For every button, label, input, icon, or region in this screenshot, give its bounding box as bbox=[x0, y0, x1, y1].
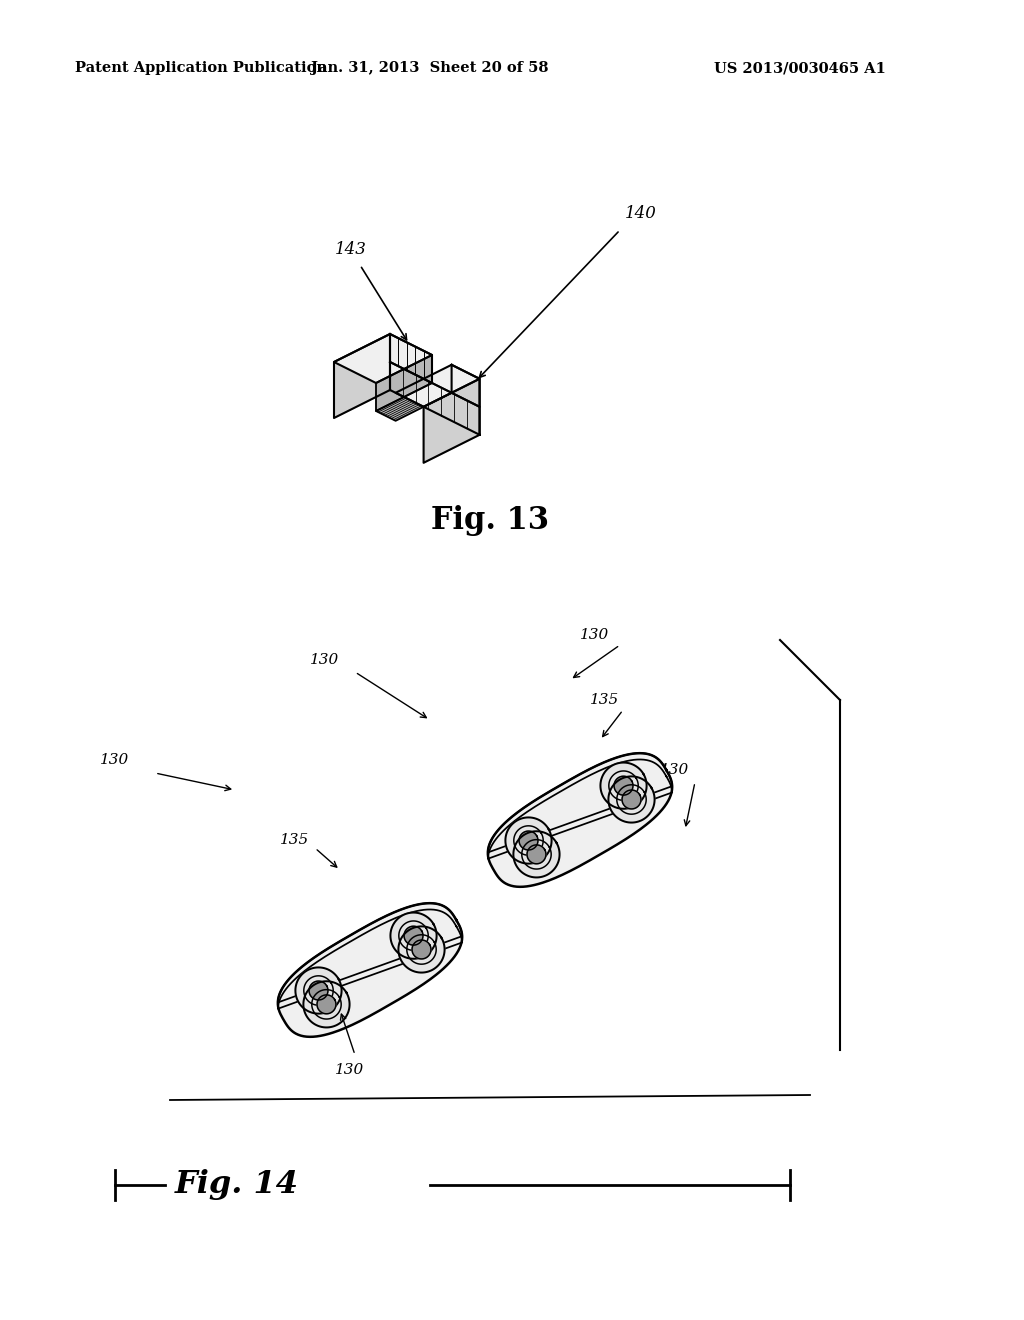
Text: 130: 130 bbox=[100, 752, 129, 767]
Polygon shape bbox=[376, 383, 452, 421]
Polygon shape bbox=[412, 940, 431, 958]
Text: 130: 130 bbox=[580, 628, 609, 642]
Text: 130: 130 bbox=[660, 763, 689, 777]
Polygon shape bbox=[390, 362, 479, 434]
Polygon shape bbox=[317, 995, 336, 1014]
Polygon shape bbox=[334, 334, 390, 418]
Polygon shape bbox=[334, 334, 432, 383]
Text: Jan. 31, 2013  Sheet 20 of 58: Jan. 31, 2013 Sheet 20 of 58 bbox=[311, 61, 549, 75]
Text: US 2013/0030465 A1: US 2013/0030465 A1 bbox=[714, 61, 886, 75]
Polygon shape bbox=[295, 968, 342, 1014]
Polygon shape bbox=[303, 981, 349, 1027]
Polygon shape bbox=[376, 355, 432, 411]
Text: 135: 135 bbox=[590, 693, 620, 708]
Polygon shape bbox=[398, 927, 444, 973]
Text: Fig. 13: Fig. 13 bbox=[431, 504, 549, 536]
Polygon shape bbox=[519, 832, 538, 850]
Text: 143: 143 bbox=[335, 242, 367, 257]
Polygon shape bbox=[309, 981, 328, 1001]
Polygon shape bbox=[513, 832, 559, 878]
Polygon shape bbox=[506, 817, 552, 863]
Polygon shape bbox=[487, 754, 672, 859]
Polygon shape bbox=[622, 791, 641, 809]
Polygon shape bbox=[487, 754, 672, 887]
Text: 140: 140 bbox=[625, 205, 656, 222]
Polygon shape bbox=[390, 912, 436, 958]
Polygon shape bbox=[424, 379, 479, 463]
Polygon shape bbox=[527, 845, 546, 863]
Polygon shape bbox=[608, 776, 654, 822]
Polygon shape bbox=[395, 364, 479, 407]
Text: Patent Application Publication: Patent Application Publication bbox=[75, 61, 327, 75]
Polygon shape bbox=[278, 903, 462, 1036]
Text: 130: 130 bbox=[336, 1063, 365, 1077]
Text: 130: 130 bbox=[310, 653, 339, 667]
Polygon shape bbox=[390, 334, 432, 383]
Text: 135: 135 bbox=[280, 833, 309, 847]
Polygon shape bbox=[278, 903, 462, 1008]
Polygon shape bbox=[404, 927, 423, 945]
Polygon shape bbox=[452, 364, 479, 407]
Polygon shape bbox=[614, 776, 633, 795]
Polygon shape bbox=[600, 763, 646, 809]
Text: Fig. 14: Fig. 14 bbox=[175, 1170, 299, 1200]
